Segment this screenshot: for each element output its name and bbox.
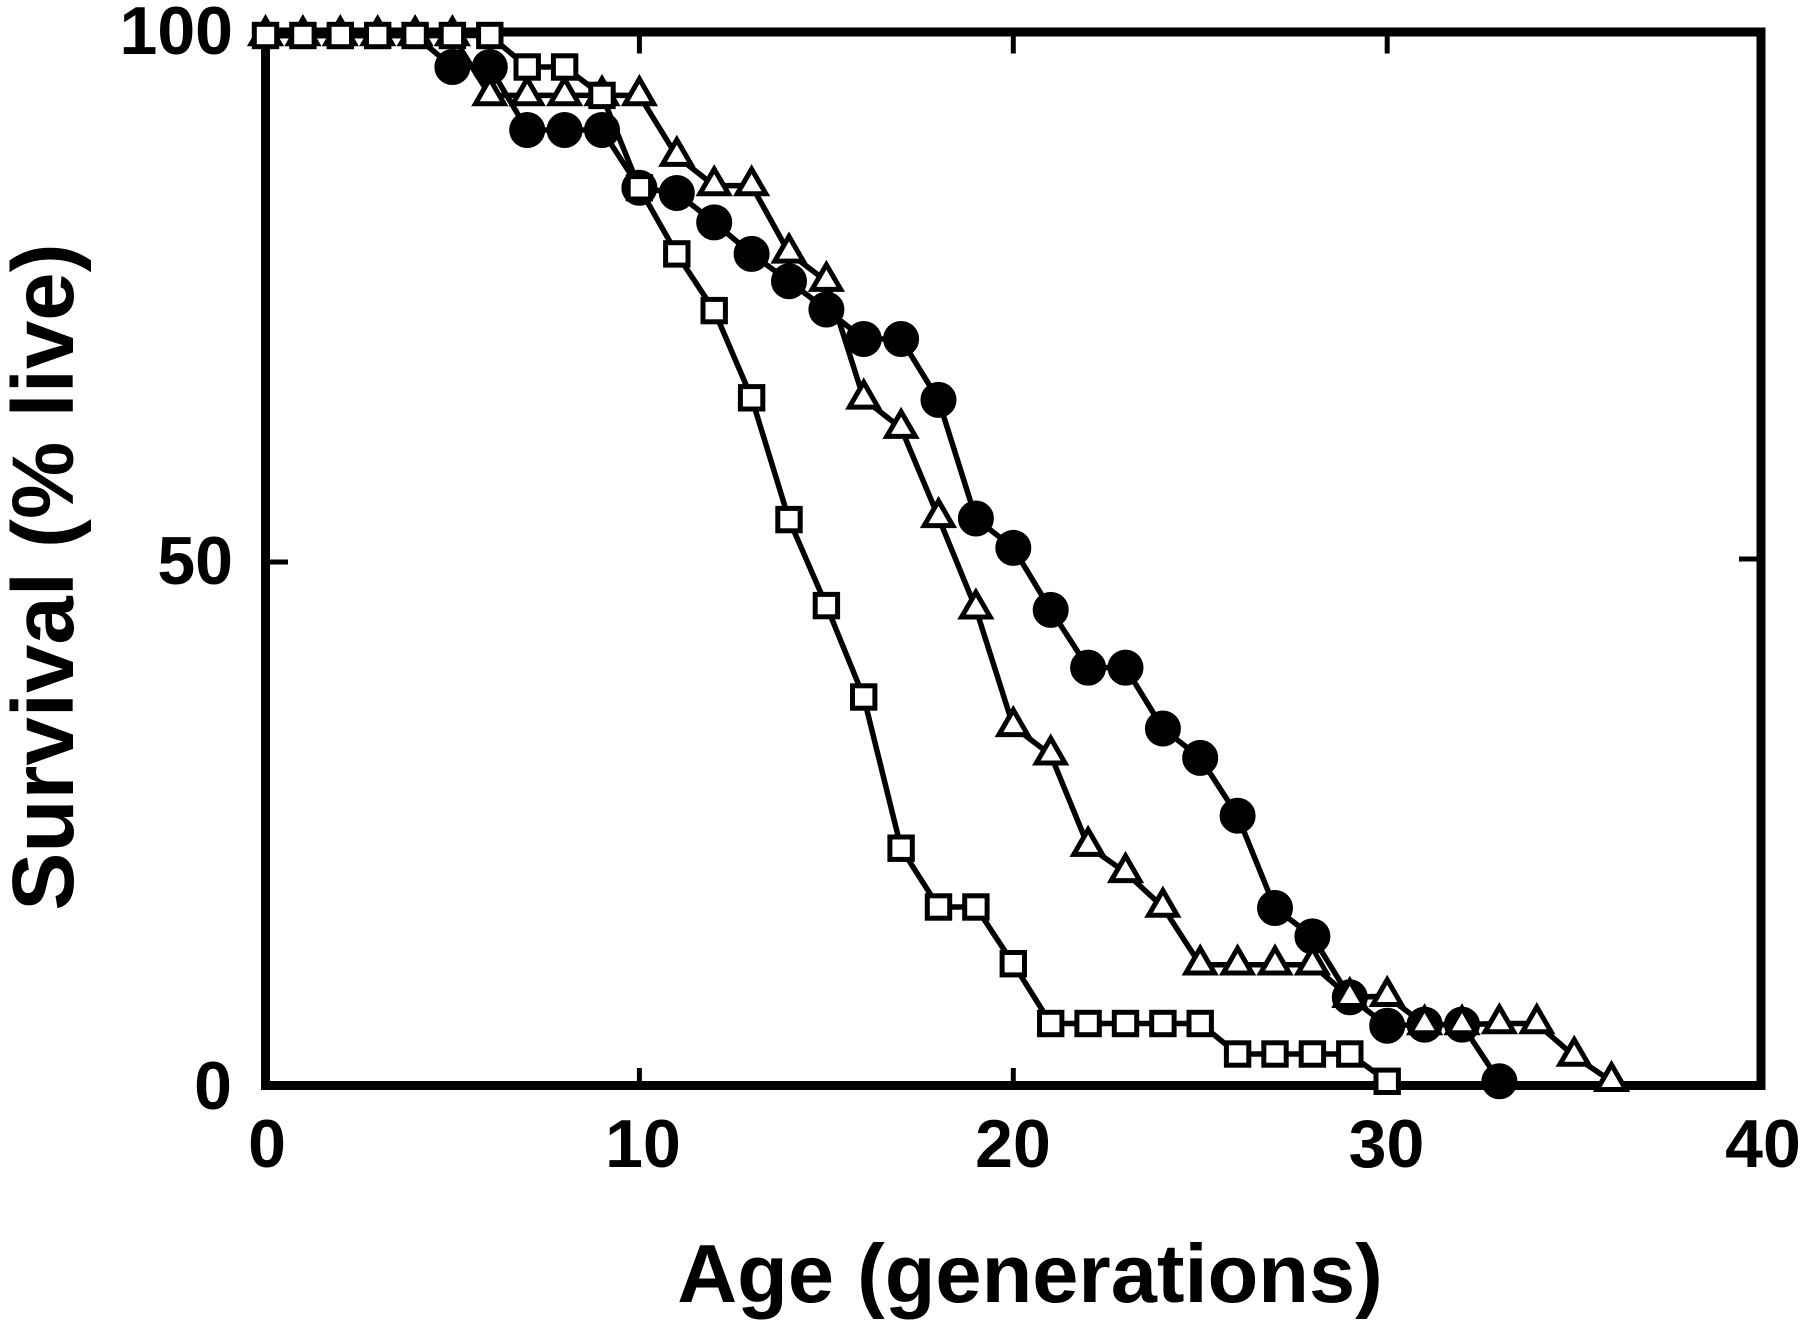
svg-text:20: 20	[975, 1106, 1051, 1182]
svg-text:40: 40	[1725, 1106, 1800, 1182]
svg-text:0: 0	[248, 1106, 286, 1182]
svg-text:50: 50	[157, 523, 233, 599]
svg-text:30: 30	[1349, 1106, 1425, 1182]
svg-text:Survival (% live): Survival (% live)	[0, 243, 92, 910]
svg-text:10: 10	[605, 1106, 681, 1182]
svg-text:100: 100	[120, 0, 233, 69]
svg-text:0: 0	[194, 1048, 232, 1124]
svg-text:Age (generations): Age (generations)	[677, 1227, 1383, 1320]
